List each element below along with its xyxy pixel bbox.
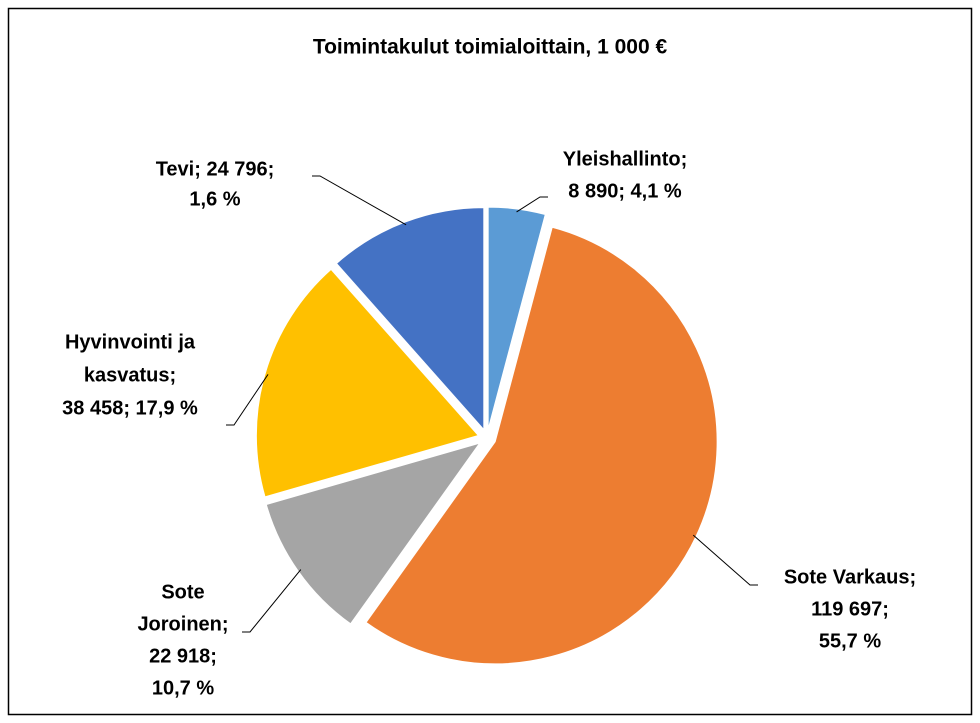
data-label: Hyvinvointi ja — [65, 331, 196, 353]
pie-slice — [487, 206, 546, 430]
data-label: Sote Varkaus; — [784, 566, 916, 588]
data-label: Joroinen; — [137, 613, 228, 635]
data-label: Sote — [161, 581, 204, 603]
data-label: 55,7 % — [819, 630, 881, 652]
data-label: 1,6 % — [189, 188, 240, 210]
chart-title: Toimintakulut toimialoittain, 1 000 € — [313, 36, 668, 59]
data-label: Tevi; 24 796; — [156, 158, 275, 180]
data-label: 10,7 % — [152, 677, 214, 699]
data-label: 119 697; — [811, 598, 889, 620]
leader-line — [242, 569, 302, 633]
data-label: 22 918; — [149, 645, 217, 667]
data-label: Yleishallinto; — [563, 148, 687, 170]
leader-line — [516, 196, 548, 213]
data-label: 8 890; 4,1 % — [568, 180, 682, 202]
pie-slice — [255, 268, 480, 498]
leader-line — [312, 175, 407, 226]
leader-line — [692, 534, 758, 586]
data-label: kasvatus; — [84, 364, 176, 386]
leader-line — [226, 374, 269, 426]
data-label: 38 458; 17,9 % — [62, 397, 198, 419]
pie-slice — [265, 442, 481, 625]
pie-slice — [365, 226, 718, 665]
pie-slice — [335, 207, 485, 431]
